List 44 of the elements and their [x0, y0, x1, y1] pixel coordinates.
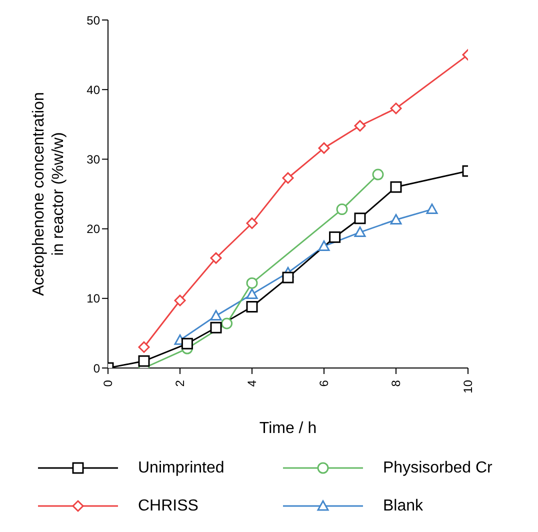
point [354, 120, 366, 132]
point [390, 181, 402, 193]
legend-label: CHRISS [138, 498, 198, 514]
point [390, 102, 402, 114]
point [372, 168, 384, 180]
legend-label: Physisorbed Cr [383, 460, 494, 476]
point [336, 204, 348, 216]
x-tick-label: 0 [101, 380, 115, 387]
point [138, 341, 150, 353]
y-tick-label: 10 [86, 292, 100, 306]
point [246, 217, 258, 229]
x-tick-label: 4 [245, 380, 259, 387]
point [318, 240, 330, 251]
point [210, 310, 222, 321]
y-tick-label: 50 [86, 13, 100, 28]
point [221, 318, 233, 330]
point [282, 272, 294, 284]
y-axis-title: Acetophenone concentration in reactor (%w/w) [30, 92, 67, 296]
legend-label: Unimprinted [138, 460, 224, 476]
y-tick-label: 0 [93, 361, 100, 376]
point [138, 355, 150, 367]
point [318, 142, 330, 154]
point [174, 294, 186, 306]
point [390, 214, 402, 224]
point [210, 322, 222, 334]
point [246, 288, 258, 299]
y-tick-label: 40 [86, 82, 100, 97]
point [246, 301, 258, 312]
point [181, 338, 193, 350]
legend-label: Blank [383, 498, 424, 514]
point [354, 226, 366, 238]
point [329, 231, 341, 243]
x-axis-title: Time / h [259, 420, 317, 437]
point [426, 204, 438, 214]
point [246, 277, 258, 289]
x-tick-label: 8 [389, 380, 403, 387]
point [282, 172, 294, 184]
x-tick-label: 6 [317, 380, 331, 387]
y-tick-label: 30 [86, 152, 100, 166]
x-tick-label: 10 [461, 380, 475, 394]
point [210, 252, 222, 264]
point [354, 212, 366, 224]
y-tick-label: 20 [86, 222, 100, 236]
x-tick-label: 2 [173, 380, 187, 387]
